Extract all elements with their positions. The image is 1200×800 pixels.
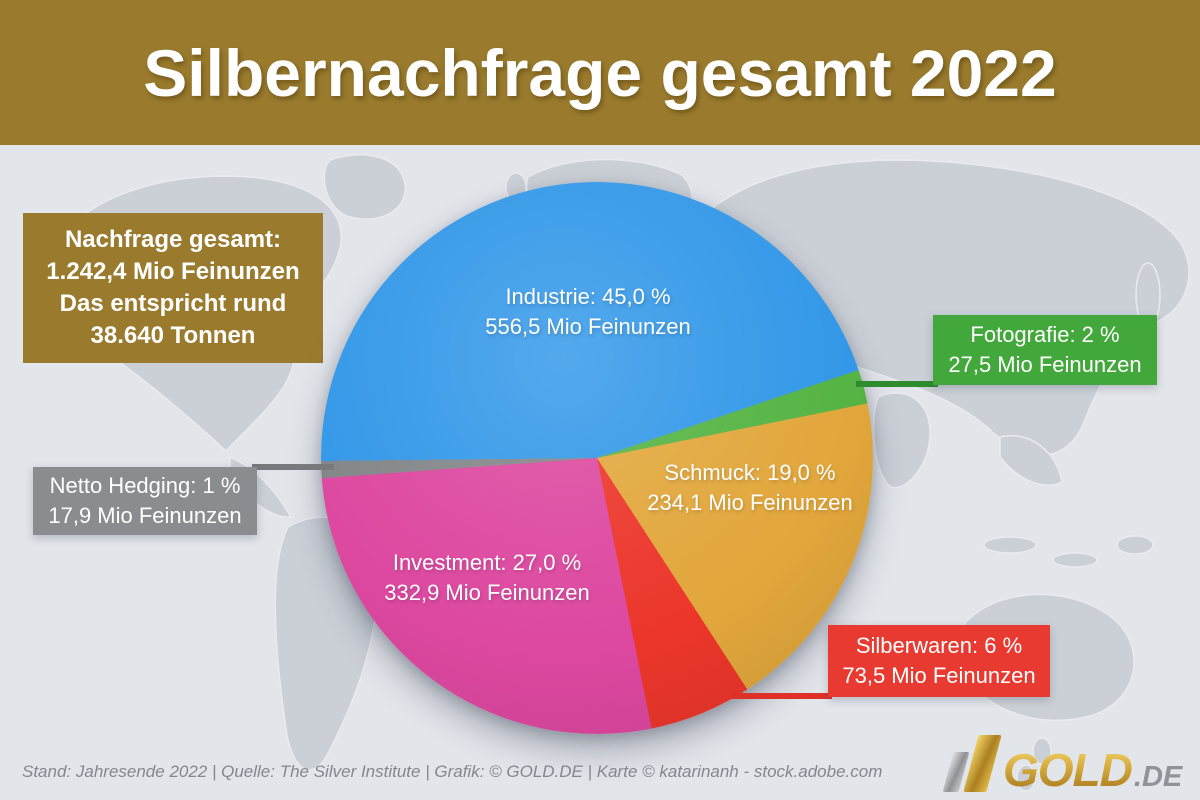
- callout-fotografie-line2: 27,5 Mio Feinunzen: [948, 352, 1142, 377]
- island-indonesia-1: [983, 536, 1037, 554]
- callout-fotografie-line1: Fotografie: 2 %: [970, 322, 1120, 347]
- callout-silberwaren-line2: 73,5 Mio Feinunzen: [842, 663, 1036, 688]
- callout-netto-hedging: Netto Hedging: 1 % 17,9 Mio Feinunzen: [33, 467, 257, 535]
- pie-chart: [321, 182, 873, 734]
- summary-line-1: Nachfrage gesamt:: [64, 226, 282, 253]
- callout-fotografie: Fotografie: 2 % 27,5 Mio Feinunzen: [933, 315, 1157, 385]
- continent-greenland: [323, 154, 406, 220]
- logo-text-de: .DE: [1133, 761, 1183, 793]
- island-new-zealand-1: [1032, 737, 1052, 765]
- slice-label-industrie-line2: 556,5 Mio Feinunzen: [485, 314, 691, 339]
- logo-gold-bar-icon: [963, 735, 1002, 792]
- slice-label-industrie: Industrie: 45,0 % 556,5 Mio Feinunzen: [485, 282, 690, 342]
- island-indonesia-3: [1116, 535, 1154, 555]
- island-indonesia-2: [1052, 552, 1098, 568]
- callout-line-fotografie: [856, 381, 938, 387]
- callout-line-silberwaren: [730, 693, 832, 699]
- continent-india: [872, 392, 931, 489]
- summary-line-2: 1.242,4 Mio Feinunzen: [46, 258, 300, 285]
- continent-se-asia: [999, 434, 1063, 486]
- callout-silberwaren-line1: Silberwaren: 6 %: [855, 633, 1023, 658]
- gold-de-logo: GOLD .DE: [942, 732, 1183, 796]
- callout-netto-hedging-line2: 17,9 Mio Feinunzen: [48, 503, 242, 528]
- slice-label-industrie-line1: Industrie: 45,0 %: [505, 284, 671, 309]
- slice-label-schmuck-line2: 234,1 Mio Feinunzen: [647, 490, 853, 515]
- summary-line-4: 38.640 Tonnen: [90, 322, 256, 349]
- callout-line-netto-hedging: [252, 464, 334, 470]
- slice-label-schmuck: Schmuck: 19,0 % 234,1 Mio Feinunzen: [647, 458, 852, 518]
- slice-label-schmuck-line1: Schmuck: 19,0 %: [664, 460, 836, 485]
- callout-silberwaren: Silberwaren: 6 % 73,5 Mio Feinunzen: [828, 625, 1050, 697]
- page-title: Silbernachfrage gesamt 2022: [143, 35, 1057, 110]
- slice-label-investment-line1: Investment: 27,0 %: [392, 550, 582, 575]
- slice-label-investment: Investment: 27,0 % 332,9 Mio Feinunzen: [384, 548, 589, 608]
- summary-box: Nachfrage gesamt: 1.242,4 Mio Feinunzen …: [23, 213, 323, 363]
- island-new-zealand-2: [1016, 764, 1036, 792]
- slice-label-investment-line2: 332,9 Mio Feinunzen: [384, 580, 590, 605]
- title-banner: Silbernachfrage gesamt 2022: [0, 0, 1200, 145]
- summary-line-3: Das entspricht rund: [59, 290, 287, 317]
- logo-text-gold: GOLD: [1003, 744, 1133, 796]
- credits-text: Stand: Jahresende 2022 | Quelle: The Sil…: [22, 762, 883, 781]
- callout-netto-hedging-line1: Netto Hedging: 1 %: [49, 473, 241, 498]
